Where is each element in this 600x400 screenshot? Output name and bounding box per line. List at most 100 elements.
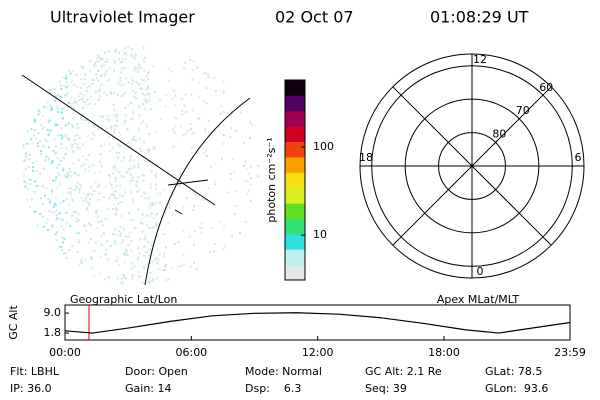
pixel bbox=[159, 192, 162, 195]
pixel bbox=[47, 133, 50, 136]
pixel bbox=[145, 123, 148, 126]
pixel bbox=[95, 60, 98, 63]
pixel bbox=[95, 211, 98, 214]
pixel bbox=[63, 237, 66, 240]
panel-title: Apex MLat/MLT bbox=[437, 293, 520, 306]
pixel bbox=[72, 126, 75, 129]
pixel bbox=[84, 224, 87, 227]
pixel bbox=[165, 207, 168, 210]
pixel bbox=[110, 184, 113, 187]
pixel bbox=[134, 53, 137, 56]
pixel bbox=[79, 86, 82, 89]
pixel bbox=[106, 240, 109, 243]
pixel bbox=[167, 278, 170, 281]
x-tick-label: 18:00 bbox=[428, 346, 460, 359]
pixel bbox=[103, 91, 106, 94]
pixel bbox=[100, 153, 103, 156]
pixel bbox=[67, 122, 70, 125]
pixel bbox=[184, 110, 187, 113]
pixel bbox=[84, 198, 87, 201]
pixel bbox=[88, 222, 91, 225]
pixel bbox=[60, 143, 63, 146]
ring-label: 60 bbox=[539, 81, 553, 94]
pixel bbox=[76, 126, 79, 129]
pixel bbox=[148, 132, 151, 135]
pixel bbox=[69, 104, 72, 107]
pixel bbox=[138, 63, 141, 66]
pixel bbox=[88, 85, 91, 88]
pixel bbox=[238, 231, 241, 234]
pixel bbox=[86, 134, 89, 137]
pixel bbox=[25, 152, 28, 155]
pixel bbox=[205, 87, 208, 90]
pixel bbox=[61, 136, 64, 139]
pixel bbox=[54, 98, 57, 101]
pixel bbox=[70, 187, 73, 190]
pixel bbox=[137, 246, 140, 249]
pixel bbox=[233, 104, 236, 107]
pixel bbox=[145, 125, 148, 128]
pixel bbox=[155, 221, 158, 224]
pixel bbox=[89, 238, 92, 241]
info-field: Door: Open bbox=[125, 365, 188, 378]
pixel bbox=[115, 113, 118, 116]
pixel bbox=[89, 95, 92, 98]
pixel bbox=[134, 91, 137, 94]
pixel bbox=[145, 88, 148, 91]
pixel bbox=[78, 213, 81, 216]
pixel bbox=[51, 160, 54, 163]
ring bbox=[371, 65, 573, 267]
pixel bbox=[65, 86, 68, 89]
pixel bbox=[48, 199, 51, 202]
pixel bbox=[209, 199, 212, 202]
pixel bbox=[32, 134, 35, 137]
pixel bbox=[153, 146, 156, 149]
pixel bbox=[184, 93, 187, 96]
pixel bbox=[148, 254, 151, 257]
pixel bbox=[88, 192, 91, 195]
pixel bbox=[151, 260, 154, 263]
pixel bbox=[77, 159, 80, 162]
pixel bbox=[63, 174, 66, 177]
pixel bbox=[109, 90, 112, 93]
pixel bbox=[55, 105, 58, 108]
pixel bbox=[233, 170, 236, 173]
pixel bbox=[186, 197, 189, 200]
pixel bbox=[129, 191, 132, 194]
pixel bbox=[167, 67, 170, 70]
pixel bbox=[86, 98, 89, 101]
pixel bbox=[47, 131, 50, 134]
pixel bbox=[71, 146, 74, 149]
pixel bbox=[190, 93, 193, 96]
pixel bbox=[245, 180, 248, 183]
ring bbox=[404, 98, 540, 234]
pixel bbox=[213, 76, 216, 79]
pixel bbox=[155, 277, 158, 280]
pixel bbox=[76, 143, 79, 146]
pixel bbox=[121, 281, 124, 284]
pixel bbox=[186, 130, 189, 133]
pixel bbox=[147, 71, 150, 74]
pixel bbox=[223, 225, 226, 228]
pixel bbox=[118, 144, 121, 147]
pixel bbox=[149, 202, 152, 205]
pixel bbox=[108, 119, 111, 122]
pixel bbox=[163, 233, 166, 236]
pixel bbox=[127, 141, 130, 144]
theta-label: 6 bbox=[575, 151, 582, 164]
pixel bbox=[133, 57, 136, 60]
panel-title: Geographic Lat/Lon bbox=[70, 293, 177, 306]
pixel bbox=[68, 203, 71, 206]
pixel bbox=[88, 223, 91, 226]
pixel bbox=[66, 173, 69, 176]
pixel bbox=[117, 93, 120, 96]
pixel bbox=[60, 111, 63, 114]
pixel bbox=[123, 252, 126, 255]
pixel bbox=[122, 239, 125, 242]
pixel bbox=[30, 198, 33, 201]
pixel bbox=[23, 180, 26, 183]
pixel bbox=[71, 245, 74, 248]
pixel bbox=[189, 123, 192, 126]
pixel bbox=[24, 185, 27, 188]
pixel bbox=[56, 123, 59, 126]
